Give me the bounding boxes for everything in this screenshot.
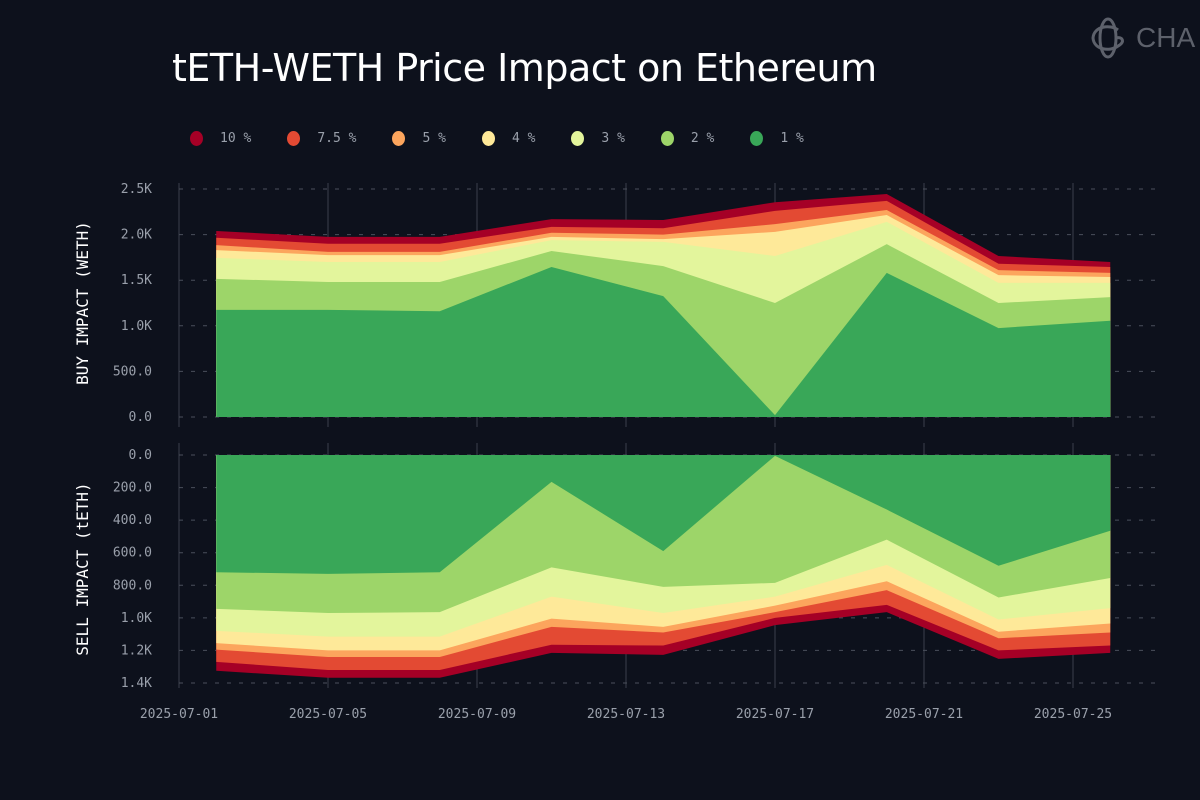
area-1-pct [216, 455, 1111, 574]
y-tick-label: 1.4K [121, 676, 152, 691]
logo: CHAOS [1088, 16, 1196, 60]
y-tick-label: 500.0 [113, 364, 152, 379]
x-tick-label: 2025-07-09 [438, 707, 516, 722]
legend-item[interactable]: 7.5 % [287, 131, 356, 146]
y-tick-label: 200.0 [113, 481, 152, 496]
y-tick-label: 1.2K [121, 643, 152, 658]
x-tick-label: 2025-07-13 [587, 707, 665, 722]
legend-item[interactable]: 4 % [481, 131, 536, 146]
legend-label: 5 % [422, 131, 446, 146]
legend-swatch [660, 131, 674, 146]
legend-item[interactable]: 10 % [190, 131, 251, 146]
legend-swatch [190, 131, 203, 146]
legend-swatch [287, 131, 301, 146]
area-1-pct [216, 266, 1111, 417]
legend-label: 3 % [601, 131, 625, 146]
y-tick-label: 600.0 [113, 546, 152, 561]
y-axis-label: BUY IMPACT (WETH) [73, 221, 92, 385]
chaos-logo-icon [1091, 17, 1124, 59]
legend-swatch [750, 131, 764, 146]
x-tick-label: 2025-07-01 [140, 707, 218, 722]
logo-text: CHAOS [1136, 22, 1196, 53]
y-tick-label: 1.0K [121, 611, 152, 626]
y-tick-label: 0.0 [129, 410, 152, 425]
legend-swatch [481, 131, 495, 146]
legend-item[interactable]: 2 % [660, 131, 715, 146]
y-tick-label: 1.5K [121, 273, 152, 288]
legend-item[interactable]: 1 % [750, 131, 804, 146]
legend-label: 7.5 % [317, 131, 357, 146]
y-tick-label: 0.0 [129, 448, 152, 463]
legend-item[interactable]: 5 % [392, 131, 446, 146]
legend: 10 % 7.5 % 5 % 4 % 3 % 2 % 1 % [190, 131, 840, 146]
x-tick-label: 2025-07-05 [289, 707, 367, 722]
y-tick-label: 2.5K [121, 182, 152, 197]
y-tick-label: 800.0 [113, 578, 152, 593]
legend-label: 10 % [220, 131, 252, 146]
legend-label: 1 % [780, 131, 804, 146]
chart-title: tETH-WETH Price Impact on Ethereum [172, 46, 877, 90]
legend-item[interactable]: 3 % [571, 131, 625, 146]
y-tick-label: 400.0 [113, 513, 152, 528]
legend-swatch [571, 131, 585, 146]
y-axis-label: SELL IMPACT (tETH) [73, 482, 92, 655]
legend-label: 2 % [690, 131, 715, 146]
y-tick-label: 2.0K [121, 228, 152, 243]
legend-swatch [392, 131, 406, 146]
x-tick-label: 2025-07-21 [885, 707, 963, 722]
x-tick-label: 2025-07-25 [1034, 707, 1112, 722]
x-tick-label: 2025-07-17 [736, 707, 814, 722]
legend-label: 4 % [511, 131, 536, 146]
y-tick-label: 1.0K [121, 319, 152, 334]
